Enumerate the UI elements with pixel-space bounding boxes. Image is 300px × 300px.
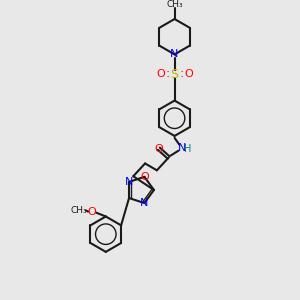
Text: CH₃: CH₃ [71, 206, 88, 215]
Text: :: : [166, 67, 170, 80]
Text: N: N [140, 198, 148, 208]
Text: N: N [178, 143, 187, 153]
Text: N: N [170, 49, 179, 59]
Text: :: : [179, 67, 184, 80]
Text: O: O [154, 144, 163, 154]
Text: O: O [156, 69, 165, 79]
Text: S: S [171, 68, 178, 80]
Text: O: O [88, 207, 96, 217]
Text: H: H [184, 144, 191, 154]
Text: CH₃: CH₃ [166, 0, 183, 9]
Text: O: O [140, 172, 149, 182]
Text: O: O [184, 69, 193, 79]
Text: N: N [125, 177, 133, 187]
